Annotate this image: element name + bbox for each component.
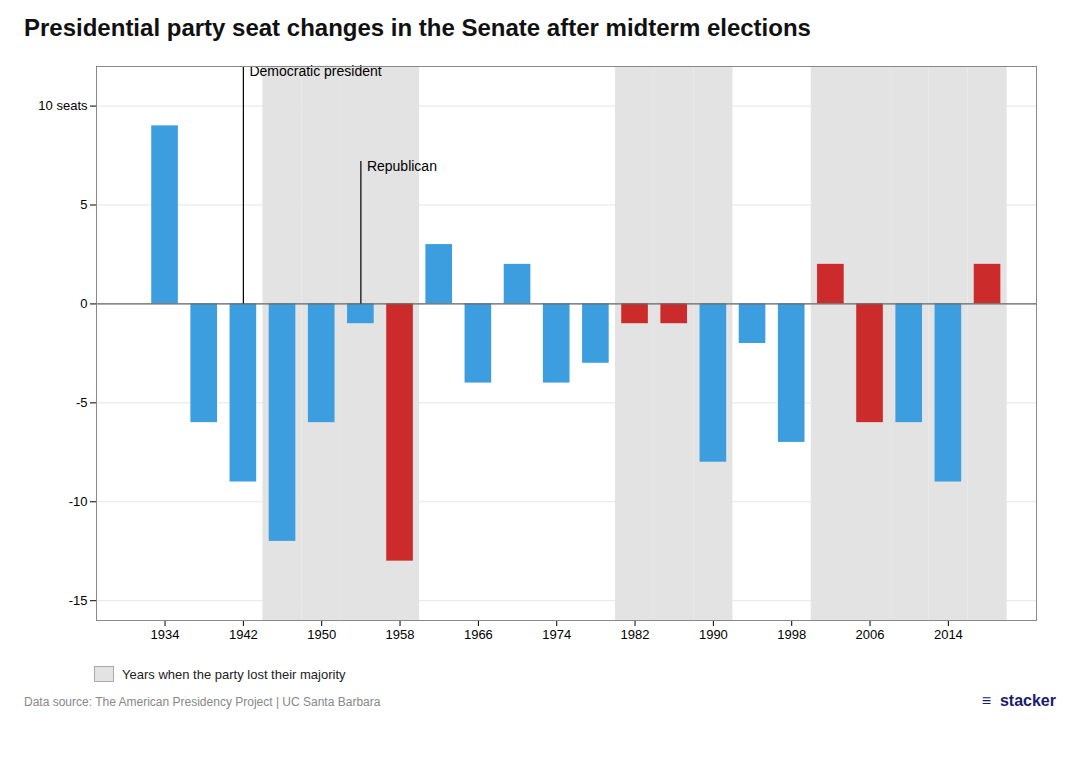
html-text:Data source: The American Pres: Data source: The American Presidency Pro… [24,695,381,709]
svg-text:0: 0 [80,296,87,311]
svg-text:1974: 1974 [542,627,571,642]
svg-text:1982: 1982 [621,627,650,642]
svg-text:-15: -15 [69,593,88,608]
svg-text:1990: 1990 [699,627,728,642]
svg-text:Republican: Republican [367,158,437,174]
svg-text:2006: 2006 [856,627,885,642]
svg-text:1966: 1966 [464,627,493,642]
svg-text:2014: 2014 [934,627,963,642]
svg-text:1942: 1942 [229,627,258,642]
svg-text:5: 5 [80,197,87,212]
svg-text:-5: -5 [76,395,88,410]
html-text:Years when the party lost thei: Years when the party lost their majority [122,666,346,682]
html-text:≡ stacker: ≡ stacker [981,692,1056,709]
svg-text:Democratic president: Democratic president [249,63,381,79]
svg-text:1998: 1998 [777,627,806,642]
svg-text:1958: 1958 [386,627,415,642]
svg-text:-10: -10 [69,494,88,509]
html-text:Presidential party seat change: Presidential party seat changes in the S… [24,14,811,41]
svg-text:10 seats: 10 seats [38,98,88,113]
svg-text:1950: 1950 [307,627,336,642]
svg-text:1934: 1934 [151,627,180,642]
